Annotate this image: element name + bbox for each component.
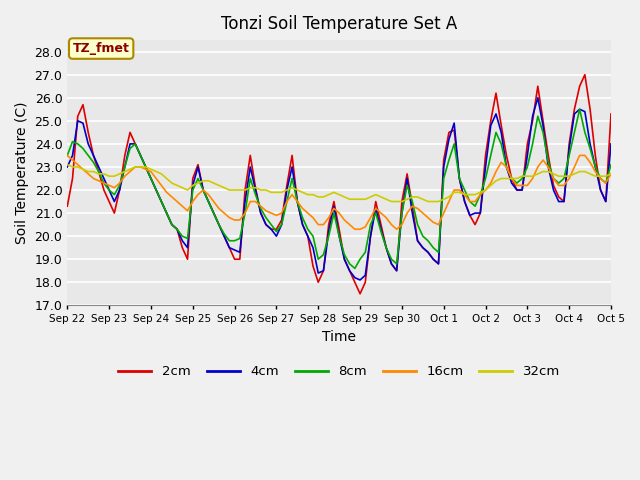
Text: TZ_fmet: TZ_fmet (73, 42, 130, 55)
Y-axis label: Soil Temperature (C): Soil Temperature (C) (15, 101, 29, 244)
Title: Tonzi Soil Temperature Set A: Tonzi Soil Temperature Set A (221, 15, 457, 33)
Legend: 2cm, 4cm, 8cm, 16cm, 32cm: 2cm, 4cm, 8cm, 16cm, 32cm (113, 360, 565, 384)
X-axis label: Time: Time (322, 330, 356, 344)
